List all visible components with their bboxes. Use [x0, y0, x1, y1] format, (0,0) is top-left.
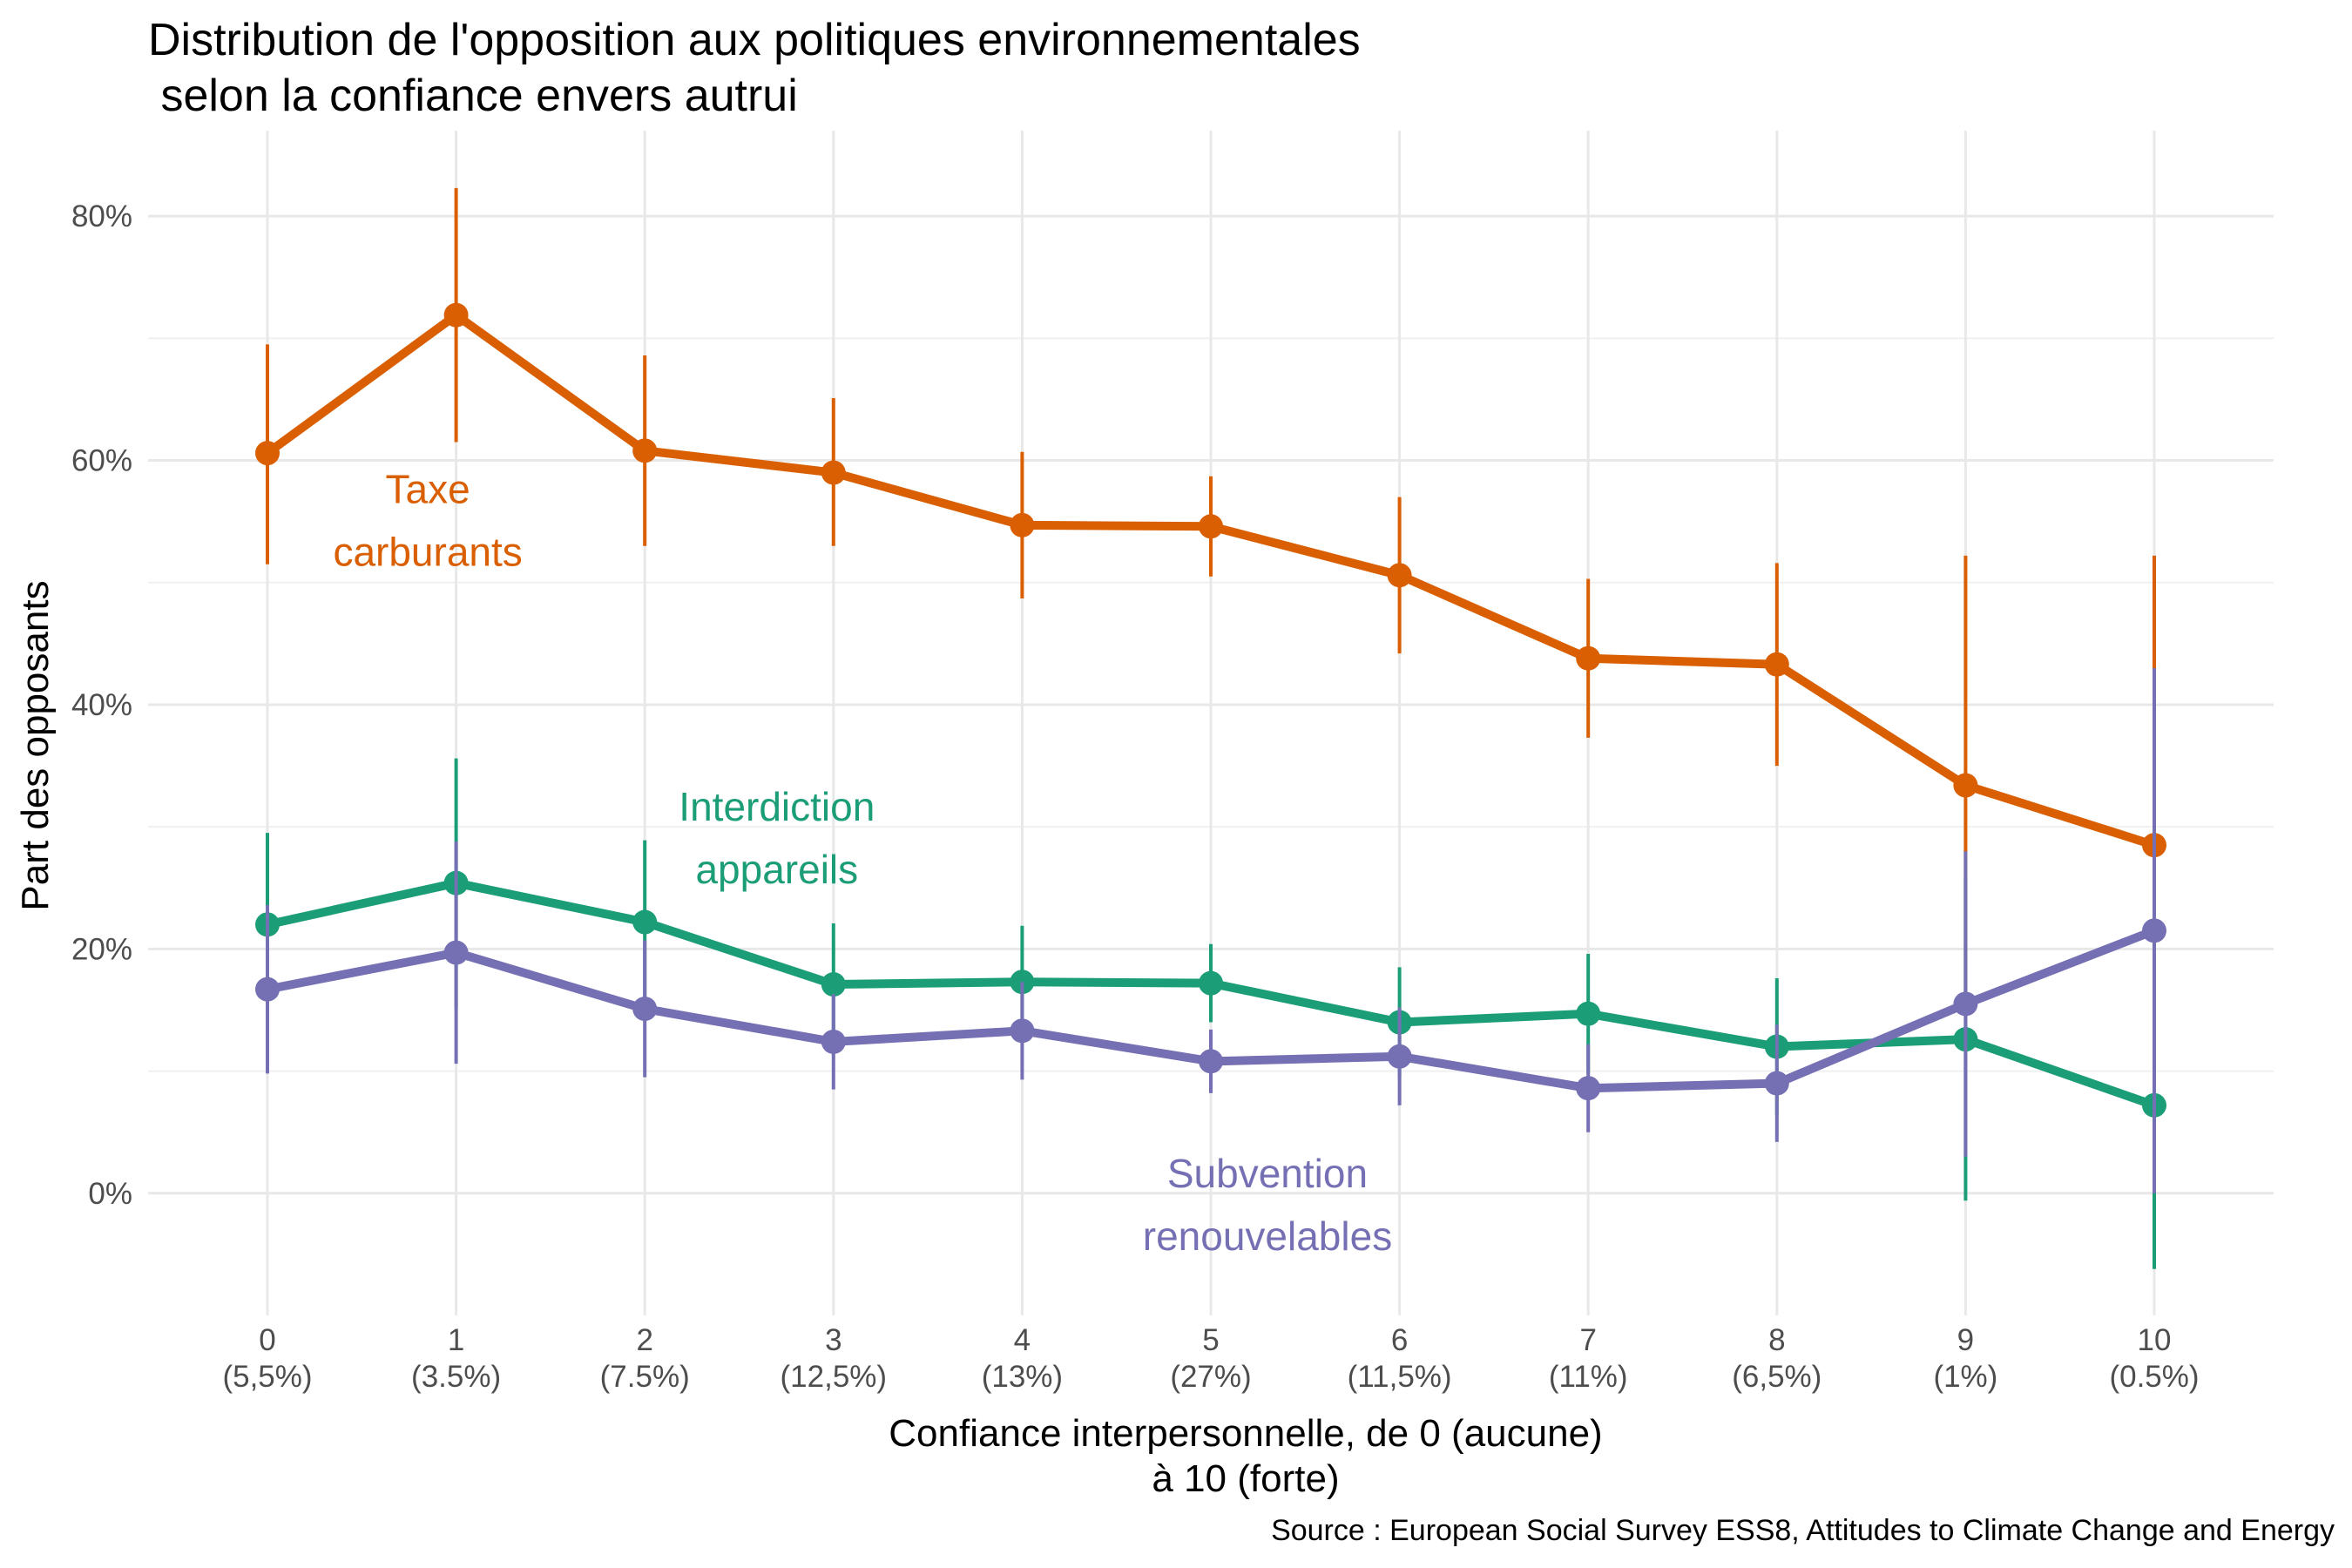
data-point: [1010, 512, 1035, 537]
data-point: [1010, 1018, 1035, 1044]
series-label: appareils: [695, 847, 858, 892]
x-tick-sublabel: (7.5%): [600, 1360, 690, 1394]
series-label: carburants: [333, 530, 522, 575]
x-tick-label: 0: [259, 1323, 275, 1357]
x-tick-sublabel: (6,5%): [1732, 1360, 1821, 1394]
data-point: [1576, 1001, 1601, 1026]
data-point: [1764, 1071, 1789, 1096]
data-point: [821, 460, 846, 485]
data-point: [821, 972, 846, 997]
data-point: [821, 1029, 846, 1054]
x-tick-sublabel: (27%): [1170, 1360, 1251, 1394]
x-tick-sublabel: (0.5%): [2109, 1360, 2199, 1394]
series-label: Taxe: [386, 467, 470, 512]
x-tick-label: 6: [1391, 1323, 1408, 1357]
data-point: [1199, 970, 1223, 996]
data-point: [2142, 918, 2166, 943]
y-tick-label: 0%: [88, 1177, 132, 1211]
data-point: [1199, 1049, 1223, 1074]
y-axis-title: Part des opposants: [14, 580, 57, 910]
x-tick-label: 4: [1014, 1323, 1031, 1357]
x-axis-title-line-1: Confiance interpersonnelle, de 0 (aucune…: [889, 1412, 1602, 1455]
series-label: Subvention: [1167, 1151, 1368, 1196]
series-label: renouvelables: [1143, 1213, 1392, 1259]
series-group: [255, 187, 2166, 1269]
data-point: [255, 441, 280, 466]
x-tick-label: 1: [448, 1323, 464, 1357]
data-point: [443, 302, 469, 328]
x-tick-sublabel: (11,5%): [1348, 1360, 1452, 1394]
x-tick-sublabel: (5,5%): [222, 1360, 312, 1394]
x-tick-sublabel: (3.5%): [411, 1360, 501, 1394]
x-tick-label: 5: [1202, 1323, 1219, 1357]
series-label: Interdiction: [679, 784, 875, 829]
data-point: [632, 997, 658, 1022]
x-tick-label: 7: [1579, 1323, 1596, 1357]
source-caption: Source : European Social Survey ESS8, At…: [1271, 1514, 2335, 1547]
y-axis-ticks: 0% 20% 40% 60% 80%: [71, 199, 132, 1211]
data-point: [1576, 1076, 1601, 1101]
x-tick-label: 8: [1768, 1323, 1785, 1357]
x-tick-label: 9: [1957, 1323, 1974, 1357]
data-point: [1387, 563, 1412, 588]
x-axis-title-line-2: à 10 (forte): [1152, 1457, 1339, 1500]
grid: [148, 131, 2274, 1315]
y-tick-label: 20%: [71, 932, 132, 966]
x-tick-sublabel: (12,5%): [781, 1360, 888, 1394]
y-tick-label: 40%: [71, 688, 132, 722]
x-tick-label: 2: [636, 1323, 652, 1357]
x-tick-label: 3: [825, 1323, 841, 1357]
y-tick-label: 60%: [71, 444, 132, 478]
data-point: [1387, 1044, 1412, 1069]
data-point: [1576, 645, 1601, 671]
chart-title: Distribution de l'opposition aux politiq…: [148, 15, 1361, 121]
x-tick-sublabel: (13%): [982, 1360, 1063, 1394]
x-tick-label: 10: [2138, 1323, 2172, 1357]
data-point: [1764, 652, 1789, 677]
series-2: [255, 667, 2166, 1193]
data-point: [1953, 773, 1978, 798]
series-labels: Taxe carburants Interdiction appareils Subve…: [333, 467, 1392, 1259]
x-tick-sublabel: (11%): [1549, 1360, 1628, 1394]
data-point: [1199, 514, 1223, 539]
y-tick-label: 80%: [71, 199, 132, 233]
data-point: [1953, 991, 1978, 1017]
data-point: [632, 909, 658, 935]
data-point: [255, 977, 280, 1002]
x-tick-sublabel: (1%): [1933, 1360, 1997, 1394]
data-point: [632, 438, 658, 463]
x-axis-ticks: 0(5,5%) 1(3.5%) 2(7.5%) 3(12,5%) 4(13%) 5(27%…: [222, 1323, 2199, 1394]
data-point: [443, 940, 469, 965]
